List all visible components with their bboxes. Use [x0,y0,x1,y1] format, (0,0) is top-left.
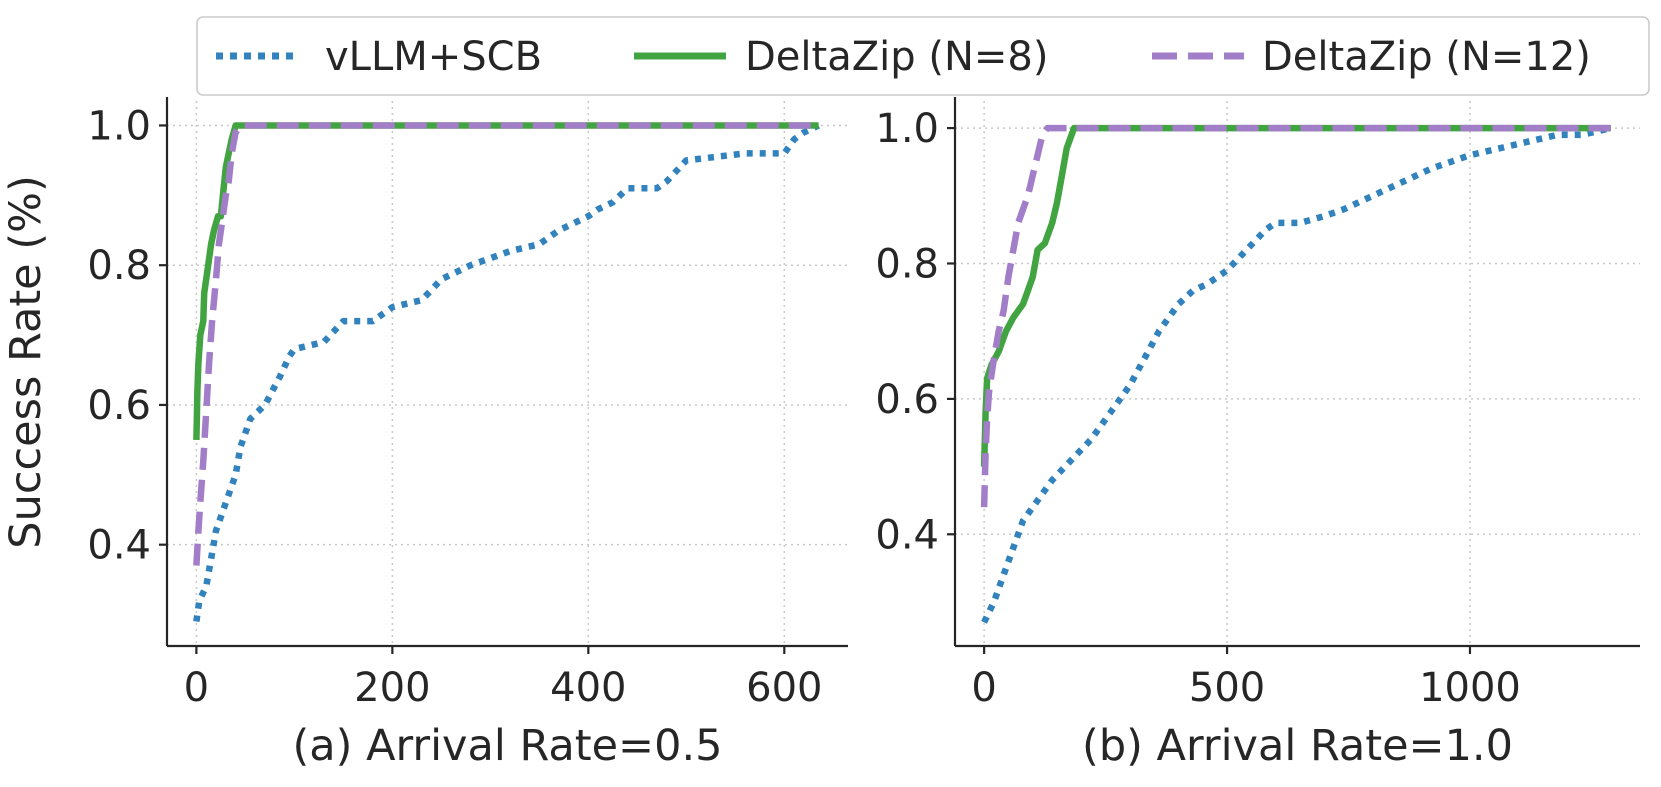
panel-b-series-deltazip-n8 [980,124,1611,467]
panel-b-ytick-label-1: 0.6 [875,377,939,423]
panel-a-ytick-label-2: 0.8 [87,243,151,289]
panel-b-xtick-label-0: 0 [971,665,996,711]
panel-b: 0 500 1000 0.4 0.6 0.8 1.0 (b) Arrival Rate=1.… [875,97,1640,771]
panel-a-xtick-label-3: 600 [746,665,822,711]
panel-a-xtick-label-1: 200 [354,665,430,711]
legend-entry-deltazip-n12: DeltaZip (N=12) [1152,34,1591,80]
legend-entry-vllm: vLLM+SCB [216,34,542,80]
panel-b-series-vllm [981,124,1612,624]
panel-a-series-deltazip-n12 [193,122,819,566]
panel-b-ytick-label-3: 1.0 [875,106,939,152]
panel-a-ytick-label-1: 0.6 [87,383,151,429]
legend-label-vllm: vLLM+SCB [325,34,542,80]
panel-b-ytick-label-2: 0.8 [875,241,939,287]
panel-a-series-deltazip-n8 [193,122,819,440]
panel-a-xtick-label-2: 400 [550,665,626,711]
panel-a-ytick-label-0: 0.4 [87,523,151,569]
panel-a-ytick-label-3: 1.0 [87,103,151,149]
panel-a-xtick-label-0: 0 [184,665,209,711]
legend-entry-deltazip-n8: DeltaZip (N=8) [634,34,1048,80]
legend-frame [196,16,1650,96]
panel-b-x-axis-label: (b) Arrival Rate=1.0 [1082,721,1513,771]
panel-a: 0 200 400 600 0.4 0.6 0.8 1.0 (a) Arrival Rate=… [87,97,848,771]
legend: vLLM+SCB DeltaZip (N=8) DeltaZip (N=12) [196,16,1650,96]
legend-label-deltazip-n12: DeltaZip (N=12) [1262,34,1591,80]
panel-b-xtick-label-2: 1000 [1419,665,1521,711]
panel-a-x-axis-label: (a) Arrival Rate=0.5 [293,721,723,771]
legend-label-deltazip-n8: DeltaZip (N=8) [745,34,1048,80]
panel-a-series-vllm [193,122,820,622]
panel-b-ytick-label-0: 0.4 [875,512,939,558]
panel-b-series-deltazip-n12 [980,124,1611,508]
y-axis-label: Success Rate (%) [1,175,51,548]
panel-b-xtick-label-1: 500 [1189,665,1265,711]
